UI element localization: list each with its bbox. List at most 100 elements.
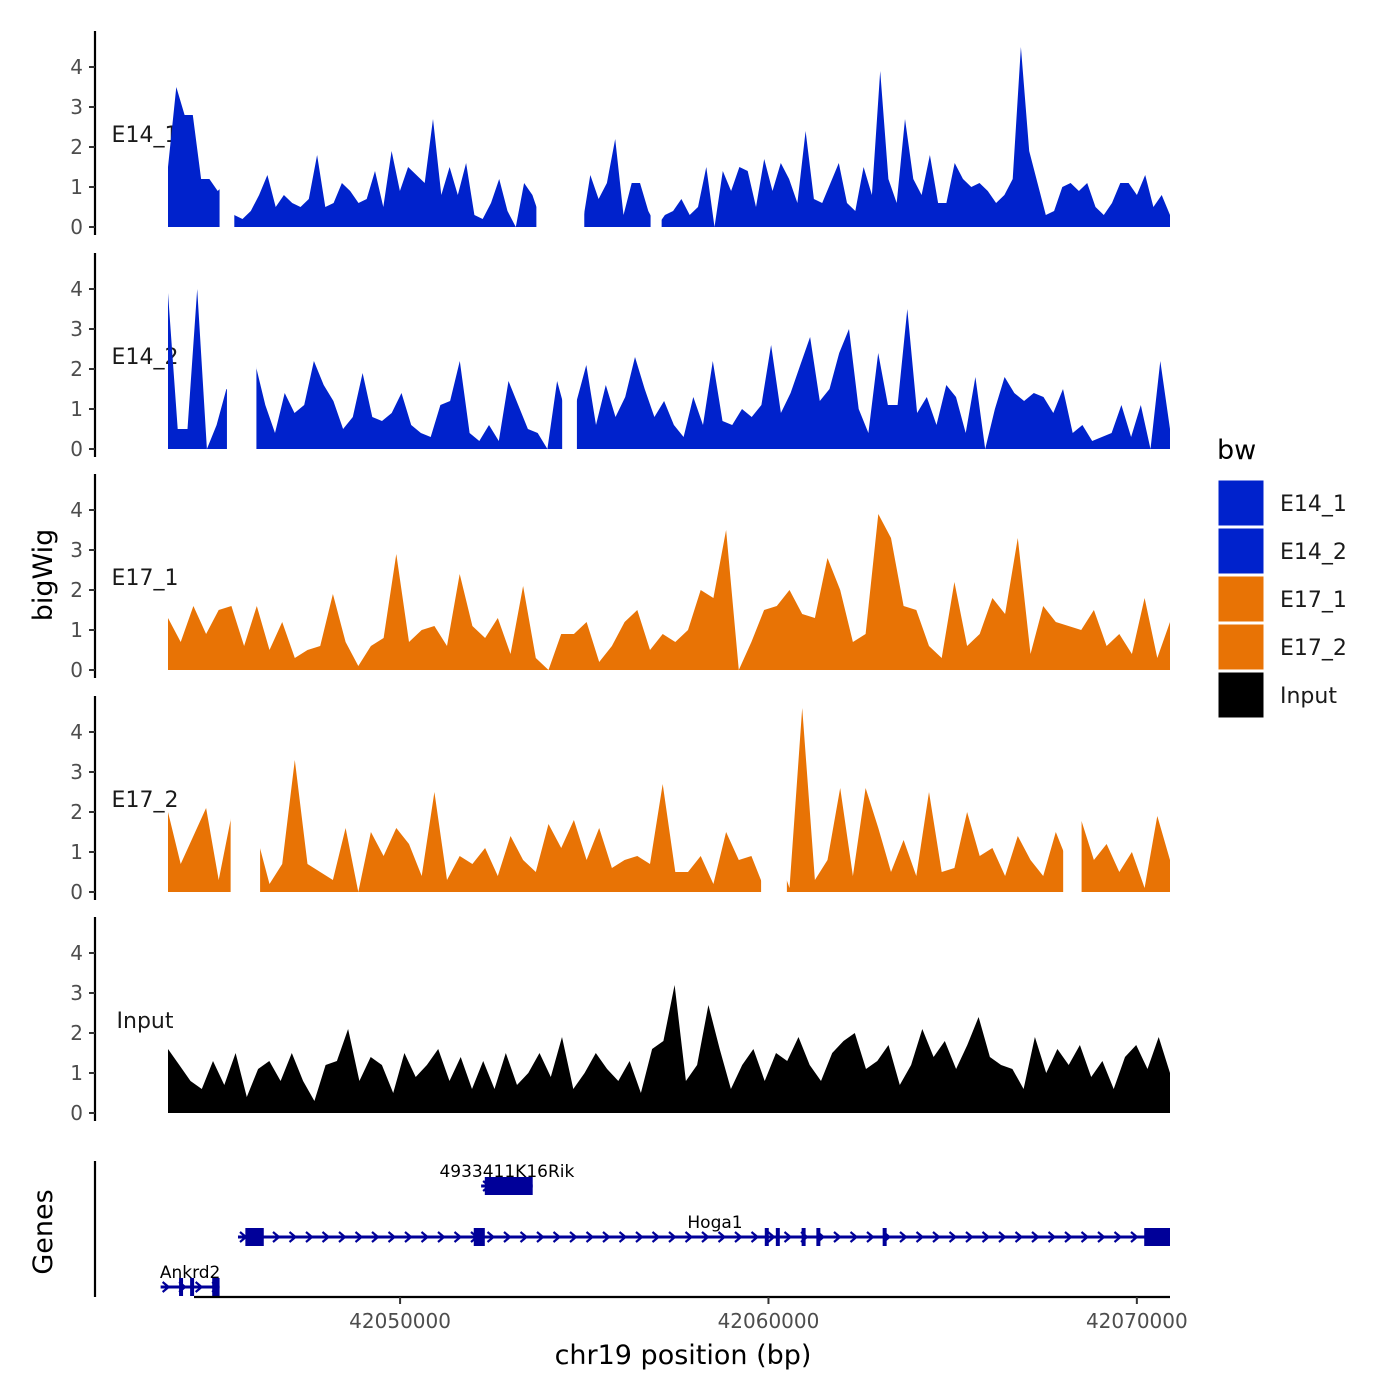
strand-arrow [1080, 1231, 1090, 1243]
legend-title: bw [1217, 435, 1256, 466]
y-tick-label: 0 [70, 658, 83, 682]
strand-arrow [866, 1231, 875, 1243]
y-tick-label: 0 [70, 1101, 83, 1125]
gene-track: 4933411K16Rik Hoga1 Ankrd2 [93, 1161, 1170, 1297]
strand-arrow [503, 1231, 512, 1243]
y-tick-label: 2 [70, 357, 83, 381]
y-tick-label: 4 [70, 498, 83, 522]
gene-exon [473, 1228, 485, 1246]
y-tick-label: 1 [70, 618, 83, 642]
track-label: E14_1 [112, 123, 179, 148]
strand-arrow [194, 1281, 204, 1293]
strand-arrow [1130, 1231, 1139, 1243]
gene-exon [179, 1278, 184, 1296]
y-tick-label: 4 [70, 55, 83, 79]
y-tick-label: 4 [70, 941, 83, 965]
y-tick-label: 2 [70, 1021, 83, 1045]
legend-item-E17_1: E17_1 [1217, 575, 1347, 623]
y-tick-label: 1 [70, 840, 83, 864]
strand-arrow [585, 1231, 595, 1243]
gene-exon [801, 1228, 806, 1246]
strand-arrow [321, 1231, 331, 1243]
strand-arrow [536, 1231, 545, 1243]
strand-arrow [701, 1231, 710, 1243]
y-tick-label: 0 [70, 437, 83, 461]
strand-arrow [437, 1231, 446, 1243]
strand-arrow [783, 1231, 793, 1243]
y-tick-label: 2 [70, 578, 83, 602]
y-tick-label: 3 [70, 981, 83, 1005]
strand-arrow [338, 1231, 347, 1243]
y-tick-label: 2 [70, 135, 83, 159]
legend-swatch [1217, 479, 1265, 527]
gene-exon [1144, 1228, 1170, 1246]
x-tick-label: 42060000 [718, 1309, 820, 1333]
gene-Ankrd2: Ankrd2 [160, 1263, 221, 1296]
strand-arrow [1113, 1231, 1123, 1243]
strand-arrow [1047, 1231, 1057, 1243]
gene-exon [212, 1278, 220, 1296]
strand-arrow [486, 1231, 496, 1243]
gene-exon [775, 1228, 780, 1246]
strand-arrow [602, 1231, 611, 1243]
legend-swatch [1217, 671, 1265, 719]
y-tick-label: 3 [70, 760, 83, 784]
x-axis-title: chr19 position (bp) [555, 1340, 812, 1371]
strand-arrow [1097, 1231, 1106, 1243]
coverage-gap [761, 692, 787, 893]
strand-arrow [569, 1231, 578, 1243]
x-axis: 42050000 42060000 42070000 [194, 1295, 1188, 1333]
signal-area-E17_2 [168, 708, 1170, 892]
coverage-gap [562, 249, 577, 450]
strand-arrow [849, 1231, 859, 1243]
gene-Hoga1: Hoga1 [237, 1213, 1170, 1246]
track-E14_2: 0 1 2 3 4 E14_2 [70, 249, 1170, 461]
coverage-gap [226, 249, 257, 450]
legend-item-E17_2: E17_2 [1217, 623, 1347, 671]
gene-label: Ankrd2 [160, 1263, 221, 1283]
strand-arrow [965, 1231, 974, 1243]
y-tick-label: 4 [70, 720, 83, 744]
legend-swatch [1217, 575, 1265, 623]
signal-area-E17_1 [168, 514, 1170, 670]
strand-arrow [635, 1231, 644, 1243]
signal-area-E14_1 [168, 47, 1170, 227]
signal-tracks: 0 1 2 3 4 E14_1 0 1 2 3 4 E14_2 0 1 2 3 4 E17_1 0 1 2 3 4 E17_2… [70, 27, 1170, 1125]
strand-arrow [750, 1231, 760, 1243]
track-label: E17_2 [112, 788, 179, 813]
strand-arrow [161, 1281, 171, 1293]
strand-arrow [272, 1231, 281, 1243]
y-tick-label: 1 [70, 1061, 83, 1085]
legend-item-E14_2: E14_2 [1217, 527, 1347, 575]
gene-exon [816, 1228, 821, 1246]
y-tick-label: 4 [70, 277, 83, 301]
coverage-gap [1063, 692, 1082, 893]
strand-arrow [519, 1231, 529, 1243]
legend-label: E14_2 [1280, 540, 1347, 565]
strand-arrow [618, 1231, 628, 1243]
strand-arrow [899, 1231, 908, 1243]
y-tick-label: 0 [70, 215, 83, 239]
gene-label: 4933411K16Rik [439, 1162, 574, 1182]
strand-arrow [371, 1231, 380, 1243]
track-label: Input [117, 1009, 174, 1034]
strand-arrow [767, 1231, 776, 1243]
x-tick-label: 42070000 [1086, 1309, 1188, 1333]
strand-arrow [1064, 1231, 1073, 1243]
strand-arrow [932, 1231, 941, 1243]
y-tick-label: 1 [70, 397, 83, 421]
strand-arrow [833, 1231, 842, 1243]
signal-area-Input [168, 985, 1170, 1113]
coverage-gap [536, 27, 585, 228]
strand-arrow [981, 1231, 991, 1243]
strand-arrow [717, 1231, 727, 1243]
legend-label: E17_1 [1280, 588, 1347, 613]
strand-arrow [998, 1231, 1007, 1243]
track-Input: 0 1 2 3 4 Input [70, 917, 1170, 1125]
strand-arrow [684, 1231, 694, 1243]
strand-arrow [915, 1231, 925, 1243]
y-axis-title: bigWig [28, 529, 59, 622]
gene-exon [484, 1177, 533, 1195]
legend-swatch [1217, 623, 1265, 671]
y-tick-label: 3 [70, 95, 83, 119]
